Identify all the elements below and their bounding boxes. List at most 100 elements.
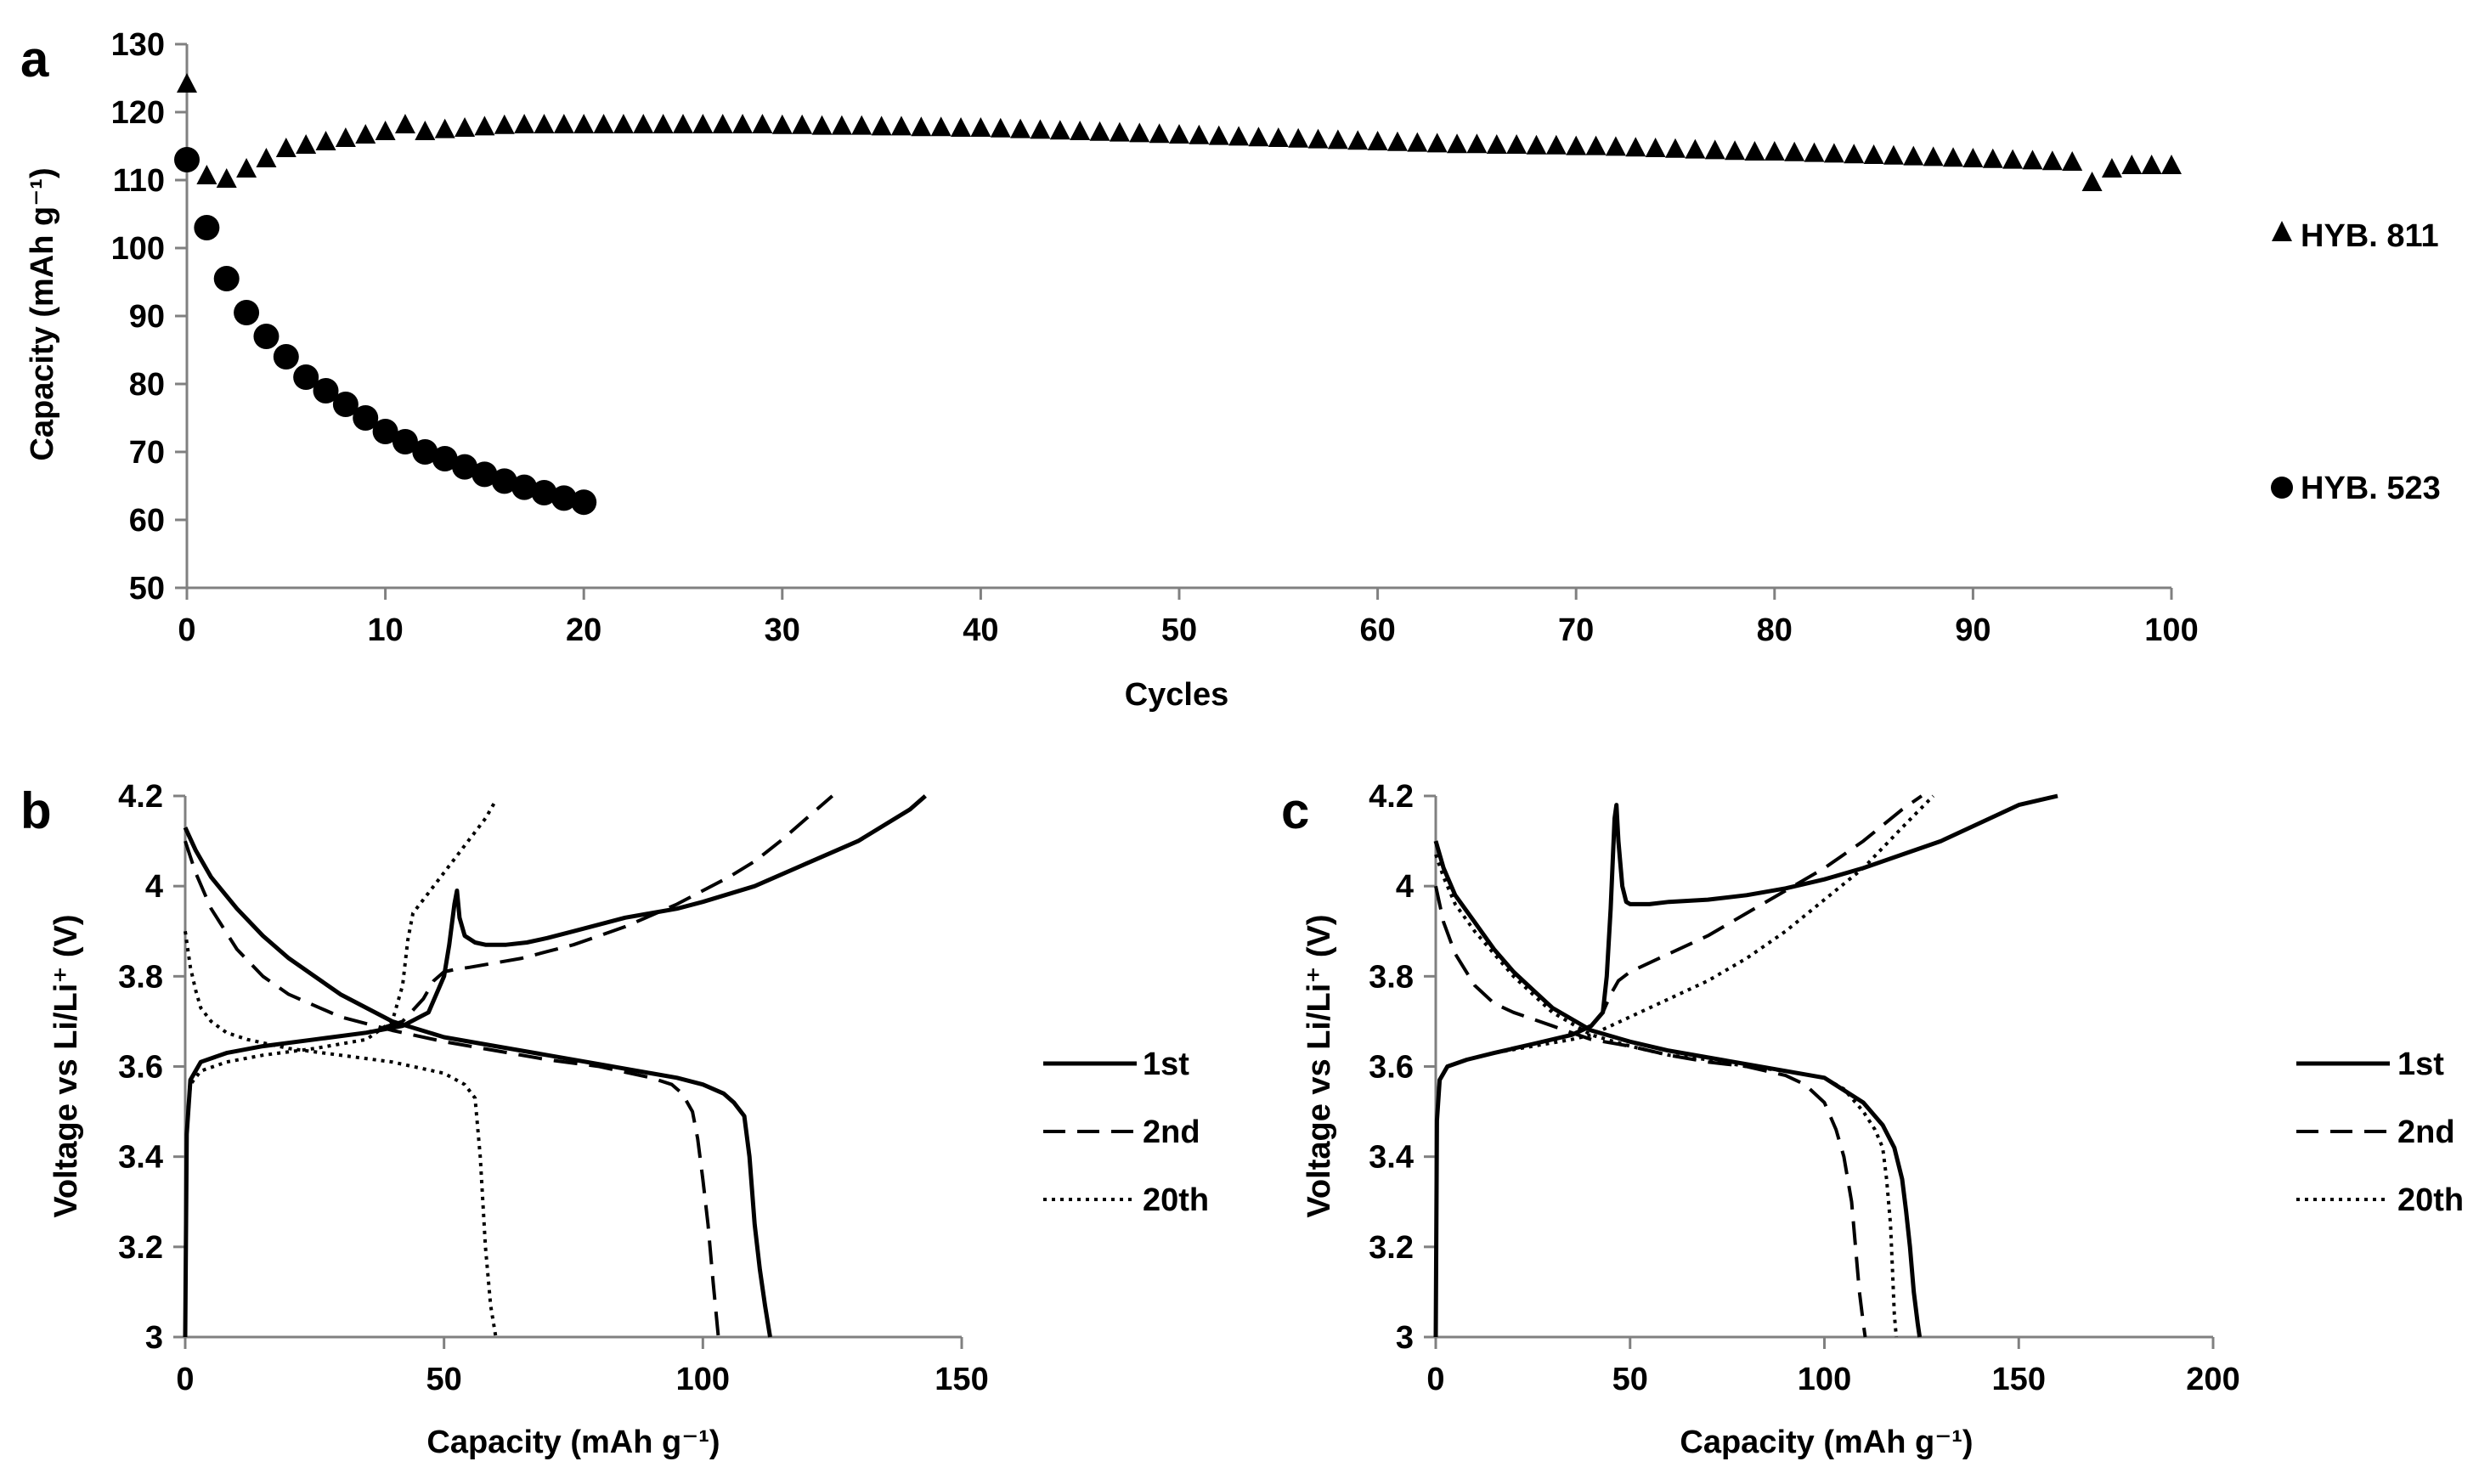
- panel-c-ytick-label: 3.8: [1369, 959, 1414, 995]
- hyb811-point: [1070, 121, 1091, 140]
- legend-a-hyb811-marker: [2272, 221, 2292, 241]
- hyb811-point: [275, 138, 296, 157]
- hyb811-point: [1426, 133, 1448, 153]
- hyb811-point: [2062, 151, 2083, 171]
- hyb811-point: [315, 131, 336, 150]
- panel-a-ytick-label: 120: [111, 95, 165, 131]
- panel-c-20th-discharge-curve: [1434, 854, 1899, 1338]
- panel-b-xtick-label: 50: [426, 1362, 462, 1397]
- panel-c-ylabel: Voltage vs Li/Li⁺ (V): [1302, 914, 1337, 1217]
- hyb811-point: [1982, 148, 2003, 168]
- hyb523-point: [194, 215, 220, 240]
- hyb523-point: [313, 378, 339, 403]
- hyb811-point: [514, 114, 535, 133]
- hyb811-point: [236, 158, 257, 178]
- hyb811-point: [613, 114, 634, 133]
- hyb811-point: [1943, 147, 1964, 167]
- hyb811-point: [1685, 138, 1706, 159]
- hyb811-point: [792, 114, 813, 134]
- panel-b-ytick-label: 4: [145, 869, 163, 905]
- legend-b-1st-label: 1st: [1143, 1047, 1189, 1082]
- hyb811-point: [1725, 140, 1746, 161]
- panel-a-xtick-label: 20: [566, 612, 601, 648]
- panel-a-ytick-label: 110: [113, 163, 165, 199]
- hyb811-point: [1367, 131, 1388, 150]
- hyb811-point: [951, 117, 972, 137]
- panel-b-letter: b: [20, 782, 52, 839]
- hyb811-point: [256, 148, 277, 167]
- hyb811-point: [2041, 150, 2063, 171]
- panel-c-xlabel: Capacity (mAh g⁻¹): [1680, 1425, 1973, 1460]
- hyb811-point: [534, 114, 555, 133]
- hyb811-point: [1386, 131, 1408, 151]
- panel-c-xtick-label: 100: [1798, 1362, 1851, 1397]
- panel-b-ylabel: Voltage vs Li/Li⁺ (V): [48, 914, 84, 1217]
- panel-a-ytick-label: 70: [129, 435, 165, 471]
- hyb811-point: [1962, 148, 1984, 167]
- hyb811-point: [1665, 138, 1686, 158]
- hyb811-point: [1625, 137, 1646, 157]
- panel-b-xlabel: Capacity (mAh g⁻¹): [426, 1425, 720, 1460]
- hyb811-point: [1744, 141, 1765, 161]
- panel-a-xtick-label: 80: [1757, 612, 1793, 648]
- hyb811-point: [1764, 141, 1785, 161]
- hyb811-point: [633, 114, 654, 133]
- panel-c-xtick-label: 200: [2186, 1362, 2239, 1397]
- hyb523-point: [273, 344, 299, 370]
- hyb811-point: [890, 116, 912, 136]
- hyb523-point: [551, 485, 577, 511]
- hyb523-point: [234, 300, 260, 325]
- panel-b-xtick-label: 100: [676, 1362, 730, 1397]
- panel-a-xtick-label: 50: [1161, 612, 1197, 648]
- panel-b-ytick-label: 3: [145, 1320, 163, 1356]
- hyb811-point: [434, 118, 455, 138]
- panel-a-xtick-label: 0: [178, 612, 195, 648]
- hyb811-point: [1903, 145, 1924, 166]
- panel-c-xtick-label: 0: [1426, 1362, 1444, 1397]
- hyb811-point: [216, 168, 237, 188]
- hyb811-point: [2161, 155, 2182, 174]
- panel-a-ytick-label: 50: [129, 571, 165, 607]
- hyb811-point: [732, 114, 754, 133]
- panel-c-20th-charge-curve: [1434, 794, 1935, 1338]
- hyb811-point: [752, 114, 773, 133]
- panel-c-xtick-label: 150: [1992, 1362, 2046, 1397]
- panel-a-xtick-label: 60: [1359, 612, 1395, 648]
- panel-b-ytick-label: 4.2: [118, 779, 163, 815]
- panel-c-ytick-label: 4.2: [1369, 779, 1414, 815]
- hyb811-point: [1089, 121, 1110, 141]
- hyb811-point: [652, 114, 674, 133]
- panel-a-xtick-label: 40: [963, 612, 998, 648]
- hyb811-point: [1605, 136, 1626, 156]
- panel-a-ytick-label: 100: [111, 231, 165, 267]
- hyb523-point: [452, 454, 478, 480]
- hyb811-point: [2022, 150, 2043, 170]
- hyb811-point: [375, 121, 396, 140]
- hyb523-point: [353, 405, 379, 431]
- panel-a-ytick-label: 130: [111, 27, 165, 63]
- hyb811-point: [296, 134, 317, 154]
- hyb811-point: [811, 115, 833, 135]
- hyb523-point: [213, 266, 240, 291]
- panel-b-20th-charge-curve: [184, 799, 498, 1338]
- panel-b-1st-charge-curve: [183, 794, 927, 1338]
- hyb523-point: [293, 364, 319, 390]
- legend-a-hyb523-label: HYB. 523: [2301, 471, 2441, 506]
- hyb811-point: [593, 114, 614, 133]
- hyb811-point: [1248, 127, 1269, 147]
- hyb811-point: [1109, 121, 1130, 142]
- hyb811-point: [831, 115, 852, 135]
- legend-a-hyb811-label: HYB. 811: [2301, 218, 2439, 254]
- panel-c-2nd-charge-curve: [1434, 794, 1923, 1338]
- hyb811-point: [553, 114, 574, 133]
- hyb811-point: [177, 73, 197, 93]
- hyb811-point: [1169, 124, 1189, 144]
- panel-a-xtick-label: 10: [367, 612, 403, 648]
- hyb811-point: [1784, 141, 1805, 161]
- hyb811-point: [1466, 133, 1488, 154]
- hyb523-point: [432, 446, 458, 471]
- panel-b-1st-discharge-curve: [183, 827, 772, 1338]
- legend-a-hyb523-marker: [2271, 477, 2293, 499]
